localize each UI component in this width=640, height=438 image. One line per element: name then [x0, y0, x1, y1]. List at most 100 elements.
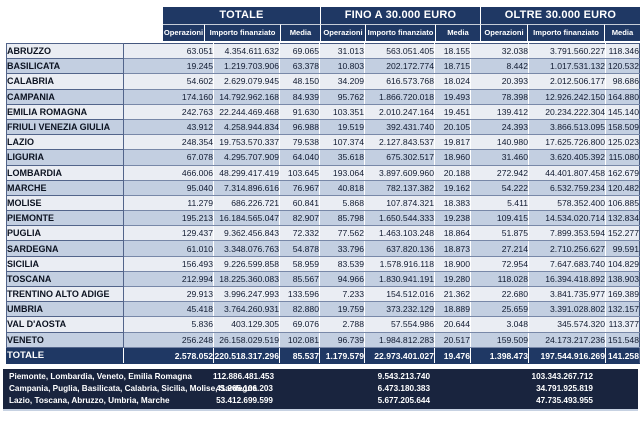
footer-fino30k-value: 6.473.180.383 [377, 384, 430, 394]
cell-oltre30k-operazioni: 51.875 [470, 225, 529, 242]
table-row: VAL D'AOSTA 5.836 403.129.305 69.076 2.7… [6, 316, 640, 333]
table-row: SICILIA 156.493 9.226.599.858 58.959 83.… [6, 255, 640, 272]
cell-totale-media: 69.065 [279, 43, 320, 60]
total-row-label: TOTALE [6, 346, 124, 365]
cell-oltre30k-importo-finanziato: 3.841.735.977 [528, 286, 606, 303]
cell-oltre30k-importo-finanziato: 6.532.759.234 [528, 180, 606, 196]
cell-oltre30k-media: 98.686 [605, 73, 640, 90]
cell-oltre30k-operazioni: 272.942 [470, 165, 529, 181]
cell-totale-media: 48.150 [279, 73, 320, 90]
cell-totale-importo-finanziato: 4.258.944.834 [213, 119, 280, 136]
footer-fino30k-value: 9.543.213.740 [377, 372, 430, 382]
cell-fino30k-media: 18.864 [434, 225, 471, 242]
cell-totale-operazioni: 195.213 [123, 210, 214, 227]
subheader-importo-oltre30k: Importo finanziato [527, 24, 604, 41]
group-header-fino-30000: FINO A 30.000 EURO [320, 7, 480, 24]
table-row: LOMBARDIA 466.006 48.299.417.419 103.645… [6, 164, 640, 181]
cell-totale-operazioni: 248.354 [123, 134, 214, 151]
cell-totale-importo-finanziato: 26.158.029.519 [213, 332, 280, 348]
cell-fino30k-importo-finanziato: 1.984.812.283 [364, 332, 435, 348]
cell-fino30k-media: 19.280 [434, 271, 471, 288]
cell-fino30k-operazioni: 19.759 [319, 301, 365, 318]
table-row: CAMPANIA 174.160 14.792.962.168 84.939 9… [6, 88, 640, 105]
cell-oltre30k-media: 145.140 [605, 104, 640, 120]
cell-fino30k-importo-finanziato: 392.431.740 [364, 119, 435, 136]
footer-total-value: 53.412.699.599 [216, 396, 273, 406]
cell-oltre30k-operazioni: 72.954 [470, 256, 529, 272]
footer-oltre30k-value: 34.791.925.819 [536, 384, 593, 394]
column-subheader-row: Operazioni Importo finanziato Media Oper… [163, 24, 640, 41]
cell-oltre30k-operazioni: 109.415 [470, 210, 529, 227]
cell-fino30k-media: 18.889 [434, 301, 471, 318]
region-name: UMBRIA [6, 301, 124, 318]
cell-totale-media: 58.959 [279, 256, 320, 272]
cell-totale-operazioni: 95.040 [123, 180, 214, 196]
table-row: LAZIO 248.354 19.753.570.337 79.538 107.… [6, 134, 640, 151]
region-name: ABRUZZO [6, 42, 124, 60]
cell-fino30k-operazioni: 31.013 [319, 43, 365, 60]
cell-fino30k-importo-finanziato: 1.463.103.248 [364, 225, 435, 242]
cell-fino30k-importo-finanziato: 3.897.609.960 [364, 165, 435, 181]
cell-fino30k-importo-finanziato: 1.830.941.191 [364, 271, 435, 288]
cell-fino30k-media: 19.451 [434, 104, 471, 120]
cell-totale-importo-finanziato: 686.226.721 [213, 195, 280, 212]
subheader-media-fino30k: Media [435, 24, 480, 41]
cell-fino30k-operazioni: 40.818 [319, 180, 365, 196]
cell-totale-importo-finanziato: 16.184.565.047 [213, 210, 280, 227]
cell-totale-media: 91.630 [279, 104, 320, 120]
cell-oltre30k-importo-finanziato: 12.926.242.150 [528, 89, 606, 105]
cell-totale-operazioni: 5.836 [123, 316, 214, 333]
cell-oltre30k-operazioni: 24.393 [470, 119, 529, 136]
cell-fino30k-media: 20.644 [434, 316, 471, 333]
cell-fino30k-importo-finanziato: 107.874.321 [364, 195, 435, 212]
cell-oltre30k-importo-finanziato: 14.534.020.714 [528, 210, 606, 227]
region-name: EMILIA ROMAGNA [6, 103, 124, 120]
subheader-media-oltre30k: Media [604, 24, 640, 41]
cell-fino30k-media: 21.362 [434, 286, 471, 303]
cell-fino30k-operazioni: 2.788 [319, 316, 365, 333]
region-name: LIGURIA [6, 149, 124, 166]
cell-fino30k-operazioni: 5.868 [319, 195, 365, 212]
table-row: CALABRIA 54.602 2.629.079.945 48.150 34.… [6, 73, 640, 90]
cell-totale-media: 76.967 [279, 180, 320, 196]
cell-fino30k-operazioni: 95.762 [319, 89, 365, 105]
table-row: VENETO 256.248 26.158.029.519 102.081 96… [6, 331, 640, 348]
table-row: FRIULI VENEZIA GIULIA 43.912 4.258.944.8… [6, 118, 640, 136]
cell-oltre30k-operazioni: 27.214 [470, 240, 529, 257]
cell-totale-importo-finanziato: 19.753.570.337 [213, 134, 280, 151]
cell-totale-operazioni: 45.418 [123, 301, 214, 318]
cell-totale-importo-finanziato: 3.996.247.993 [213, 286, 280, 303]
cell-fino30k-importo-finanziato: 675.302.517 [364, 149, 435, 166]
cell-oltre30k-importo-finanziato: 578.352.400 [528, 195, 606, 212]
cell-totale-operazioni: 11.279 [123, 195, 214, 212]
cell-totale-importo-finanziato: 4.295.707.909 [213, 149, 280, 166]
cell-oltre30k-importo-finanziato: 345.574.320 [528, 316, 606, 333]
cell-oltre30k-importo-finanziato: 3.791.560.227 [528, 43, 606, 60]
cell-fino30k-importo-finanziato: 782.137.382 [364, 180, 435, 196]
cell-totale-media: 82.880 [279, 301, 320, 318]
cell-fino30k-operazioni: 7.233 [319, 286, 365, 303]
cell-totale-importo-finanziato: 403.129.305 [213, 316, 280, 333]
cell-fino30k-operazioni: 83.539 [319, 256, 365, 272]
cell-oltre30k-media: 138.903 [605, 271, 640, 288]
cell-totale-operazioni: 29.913 [123, 286, 214, 303]
cell-oltre30k-importo-finanziato: 17.625.726.800 [528, 134, 606, 151]
table-row: TOSCANA 212.994 18.225.360.083 85.567 94… [6, 270, 640, 288]
cell-fino30k-operazioni: 35.618 [319, 149, 365, 166]
table-row: ABRUZZO 63.051 4.354.611.632 69.065 31.0… [6, 42, 640, 60]
region-name: MARCHE [6, 179, 124, 196]
cell-fino30k-operazioni: 77.562 [319, 225, 365, 242]
cell-totale-operazioni: 242.763 [123, 104, 214, 120]
cell-oltre30k-media: 120.482 [605, 180, 640, 196]
cell-fino30k-operazioni: 193.064 [319, 165, 365, 181]
footer-bottom-edge [3, 409, 638, 412]
cell-fino30k-importo-finanziato: 1.650.544.333 [364, 210, 435, 227]
cell-fino30k-operazioni: 34.209 [319, 73, 365, 90]
region-name: TRENTINO ALTO ADIGE [6, 285, 124, 303]
cell-totale-operazioni: 43.912 [123, 119, 214, 136]
cell-oltre30k-operazioni: 25.659 [470, 301, 529, 318]
cell-totale-importo-finanziato: 18.225.360.083 [213, 271, 280, 288]
regional-finance-report: TOTALE FINO A 30.000 EURO OLTRE 30.000 E… [0, 7, 640, 438]
cell-oltre30k-media: 141.258 [605, 347, 640, 365]
cell-oltre30k-media: 120.532 [605, 58, 640, 75]
